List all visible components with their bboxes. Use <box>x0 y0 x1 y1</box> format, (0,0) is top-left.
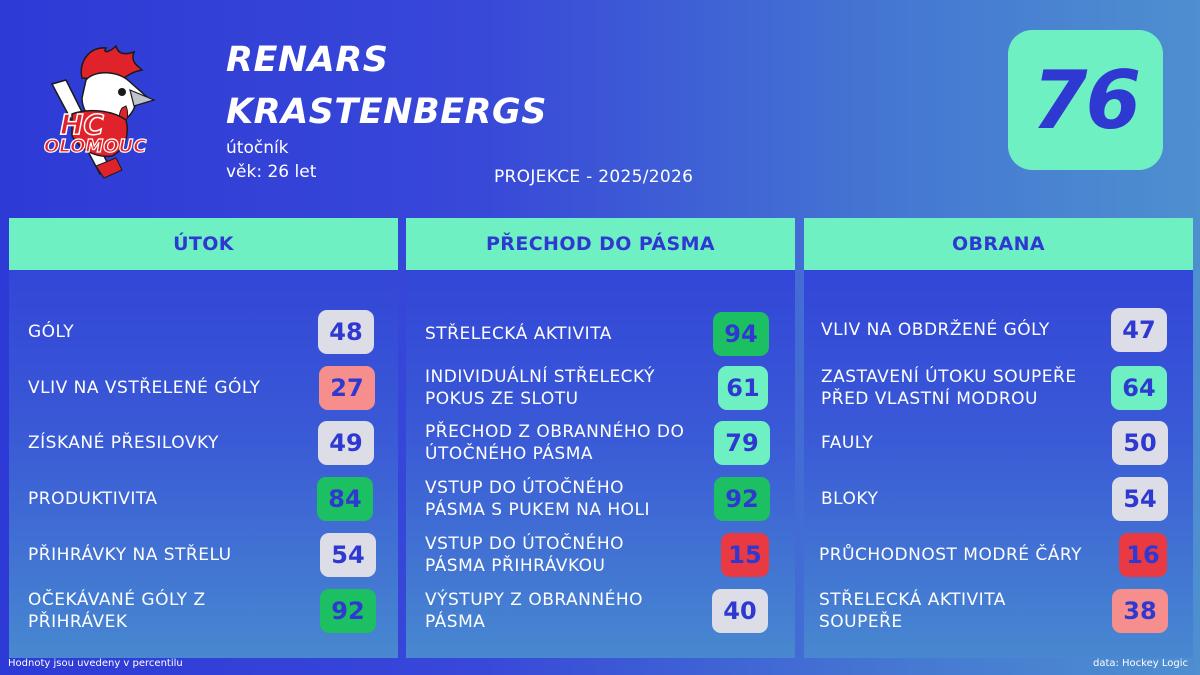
panel-utok: ÚTOK GÓLY 48 VLIV NA VSTŘELENÉ GÓLY 27 Z… <box>9 218 398 658</box>
metric-score: 94 <box>713 312 769 356</box>
metric-row: VÝSTUPY Z OBRANNÉHO PÁSMA 40 <box>406 586 795 636</box>
metric-row: FAULY 50 <box>804 418 1193 468</box>
metric-label: GÓLY <box>28 322 75 342</box>
logo-text-hc: HC <box>60 108 104 141</box>
panel-title: ÚTOK <box>9 218 398 270</box>
metric-label: BLOKY <box>821 489 879 509</box>
hc-olomouc-logo: HC OLOMOUC <box>43 44 156 179</box>
player-first-name: RENARS <box>226 40 389 80</box>
metric-score: 16 <box>1119 533 1167 577</box>
metric-label: PŘECHOD Z OBRANNÉHO DO ÚTOČNÉHO PÁSMA <box>425 422 685 464</box>
metric-label: STŘELECKÁ AKTIVITA <box>425 324 612 344</box>
metric-row: STŘELECKÁ AKTIVITA 94 <box>406 309 795 359</box>
projection-season: PROJEKCE - 2025/2026 <box>494 167 694 187</box>
metric-row: VSTUP DO ÚTOČNÉHO PÁSMA PŘIHRÁVKOU 15 <box>406 530 795 580</box>
metric-label: INDIVIDUÁLNÍ STŘELECKÝ POKUS ZE SLOTU <box>425 367 655 409</box>
metric-row: VSTUP DO ÚTOČNÉHO PÁSMA S PUKEM NA HOLI … <box>406 474 795 524</box>
metric-row: BLOKY 54 <box>804 474 1193 524</box>
metric-row: PŘIHRÁVKY NA STŘELU 54 <box>9 530 398 580</box>
metric-label: VSTUP DO ÚTOČNÉHO PÁSMA PŘIHRÁVKOU <box>425 534 624 576</box>
metric-row: INDIVIDUÁLNÍ STŘELECKÝ POKUS ZE SLOTU 61 <box>406 363 795 413</box>
metric-score: 79 <box>714 421 770 465</box>
player-position: útočník <box>226 138 289 158</box>
metric-label: PŘIHRÁVKY NA STŘELU <box>28 545 232 565</box>
metric-row: STŘELECKÁ AKTIVITA SOUPEŘE 38 <box>804 586 1193 636</box>
metric-label: PRŮCHODNOST MODRÉ ČÁRY <box>819 545 1083 565</box>
metric-row: VLIV NA OBDRŽENÉ GÓLY 47 <box>804 305 1193 355</box>
metric-score: 54 <box>1112 477 1168 521</box>
player-last-name: KRASTENBERGS <box>226 92 547 132</box>
metric-row: PŘECHOD Z OBRANNÉHO DO ÚTOČNÉHO PÁSMA 79 <box>406 418 795 468</box>
metric-score: 47 <box>1111 308 1167 352</box>
player-age: věk: 26 let <box>226 162 317 182</box>
metric-label: PRODUKTIVITA <box>28 489 158 509</box>
metric-score: 40 <box>712 589 768 633</box>
metric-label: FAULY <box>821 433 874 453</box>
metric-score: 84 <box>317 477 373 521</box>
metric-label: OČEKÁVANÉ GÓLY Z PŘIHRÁVEK <box>28 590 206 632</box>
percentile-footnote: Hodnoty jsou uvedeny v percentilu <box>8 658 183 669</box>
metric-label: VLIV NA VSTŘELENÉ GÓLY <box>28 378 261 398</box>
metric-score: 54 <box>320 533 376 577</box>
metric-row: OČEKÁVANÉ GÓLY Z PŘIHRÁVEK 92 <box>9 586 398 636</box>
metric-score: 27 <box>319 366 375 410</box>
metric-score: 49 <box>318 421 374 465</box>
metric-row: GÓLY 48 <box>9 307 398 357</box>
metric-score: 38 <box>1112 589 1168 633</box>
metric-score: 50 <box>1112 421 1168 465</box>
logo-text-olomouc: OLOMOUC <box>44 136 147 157</box>
metric-label: VSTUP DO ÚTOČNÉHO PÁSMA S PUKEM NA HOLI <box>425 478 651 520</box>
metric-label: VÝSTUPY Z OBRANNÉHO PÁSMA <box>425 590 643 632</box>
metric-row: ZÍSKANÉ PŘESILOVKY 49 <box>9 418 398 468</box>
metric-score: 64 <box>1111 366 1167 410</box>
panel-prechod-do-pasma: PŘECHOD DO PÁSMA STŘELECKÁ AKTIVITA 94 I… <box>406 218 795 658</box>
metric-score: 15 <box>721 533 769 577</box>
metric-row: PRŮCHODNOST MODRÉ ČÁRY 16 <box>804 530 1193 580</box>
metric-row: VLIV NA VSTŘELENÉ GÓLY 27 <box>9 363 398 413</box>
metric-score: 48 <box>318 310 374 354</box>
player-name: RENARS KRASTENBERGS <box>226 34 547 138</box>
panel-title: PŘECHOD DO PÁSMA <box>406 218 795 270</box>
metric-label: VLIV NA OBDRŽENÉ GÓLY <box>821 320 1050 340</box>
overall-rating-value: 76 <box>1031 53 1141 147</box>
overall-rating-badge: 76 <box>1008 30 1163 170</box>
metric-score: 92 <box>320 589 376 633</box>
metric-label: ZÍSKANÉ PŘESILOVKY <box>28 433 219 453</box>
panel-title: OBRANA <box>804 218 1193 270</box>
metric-row: PRODUKTIVITA 84 <box>9 474 398 524</box>
rooster-crest-icon <box>50 44 156 179</box>
metric-label: ZASTAVENÍ ÚTOKU SOUPEŘE PŘED VLASTNÍ MOD… <box>821 367 1077 409</box>
metric-row: ZASTAVENÍ ÚTOKU SOUPEŘE PŘED VLASTNÍ MOD… <box>804 363 1193 413</box>
metric-score: 92 <box>714 477 770 521</box>
panel-obrana: OBRANA VLIV NA OBDRŽENÉ GÓLY 47 ZASTAVEN… <box>804 218 1193 658</box>
metric-score: 61 <box>718 366 768 410</box>
metric-label: STŘELECKÁ AKTIVITA SOUPEŘE <box>819 590 1006 632</box>
data-source: data: Hockey Logic <box>1092 658 1188 669</box>
